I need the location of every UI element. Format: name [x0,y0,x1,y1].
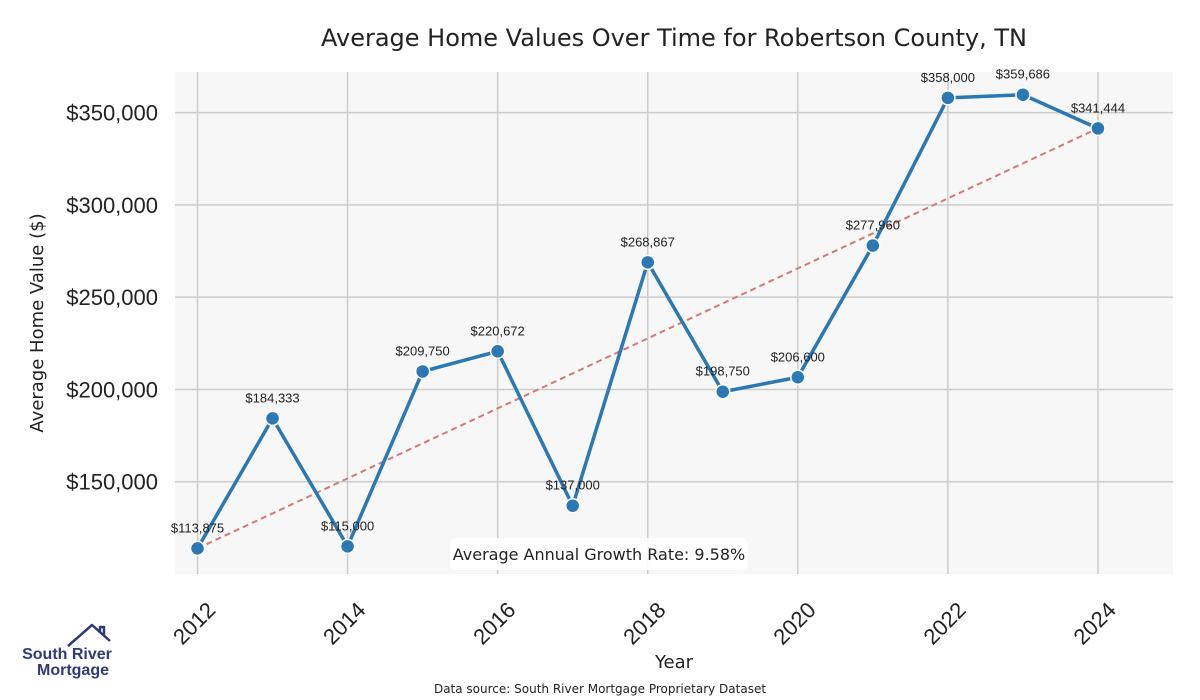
data-point [189,540,206,557]
data-label: $113,875 [171,520,224,535]
data-label: $359,686 [996,67,1050,82]
data-point [414,363,431,380]
y-tick-label: $200,000 [66,377,158,402]
y-tick-label: $250,000 [66,285,158,310]
data-label: $268,867 [621,234,675,249]
data-label: $277,960 [846,218,900,233]
y-tick-labels: $150,000 $200,000 $250,000 $300,000 $350,000 [66,101,158,495]
logo-line-1: South River [22,646,112,663]
y-axis-label: Average Home Value ($) [27,213,48,432]
data-label: $209,750 [396,343,450,358]
chart-title: Average Home Values Over Time for Robert… [321,24,1027,52]
data-point [264,410,281,427]
y-gridlines [175,111,1173,483]
x-tick-label: 2018 [618,597,670,649]
x-tick-label: 2016 [468,597,520,649]
x-tick-label: 2024 [1069,597,1121,649]
data-point [940,90,956,106]
data-points [189,86,1106,557]
data-point [339,538,356,555]
logo-line-2: Mortgage [37,662,109,679]
x-gridlines [196,72,1099,574]
data-label: $220,672 [471,323,525,338]
y-tick-label: $350,000 [66,101,158,126]
plot-area [175,72,1173,574]
data-point [639,254,656,271]
data-point [1090,120,1106,137]
x-tick-label: 2022 [918,597,970,649]
growth-annotation: Average Annual Growth Rate: 9.58% [450,538,748,570]
house-roof-icon [67,623,111,647]
y-tick-label: $300,000 [66,193,158,218]
data-label: $137,000 [546,478,600,493]
data-label: $358,000 [921,70,975,85]
data-label: $198,750 [696,364,750,379]
data-labels: $113,875 $184,333 $115,000 $209,750 $220,672… [171,67,1125,536]
x-tick-label: 2014 [318,597,370,649]
x-tick-label: 2012 [168,597,220,649]
data-point [715,383,731,400]
data-label: $341,444 [1071,100,1125,115]
data-point [1015,86,1031,103]
y-tick-label: $150,000 [66,470,158,495]
data-label: $184,333 [245,390,299,405]
data-label: $206,600 [771,349,825,364]
trend-line [197,127,1099,550]
growth-annotation-text: Average Annual Growth Rate: 9.58% [453,545,745,564]
x-axis-label: Year [654,652,694,673]
data-point [865,237,881,254]
x-tick-label: 2020 [768,597,820,649]
data-point [564,497,581,514]
data-point [489,343,506,360]
data-label: $115,000 [321,518,374,533]
data-point [790,369,806,386]
data-source: Data source: South River Mortgage Propri… [434,682,766,696]
company-logo: South River Mortgage [22,623,112,679]
x-tick-labels: 2012 2014 2016 2018 2020 2022 2024 [168,597,1121,649]
